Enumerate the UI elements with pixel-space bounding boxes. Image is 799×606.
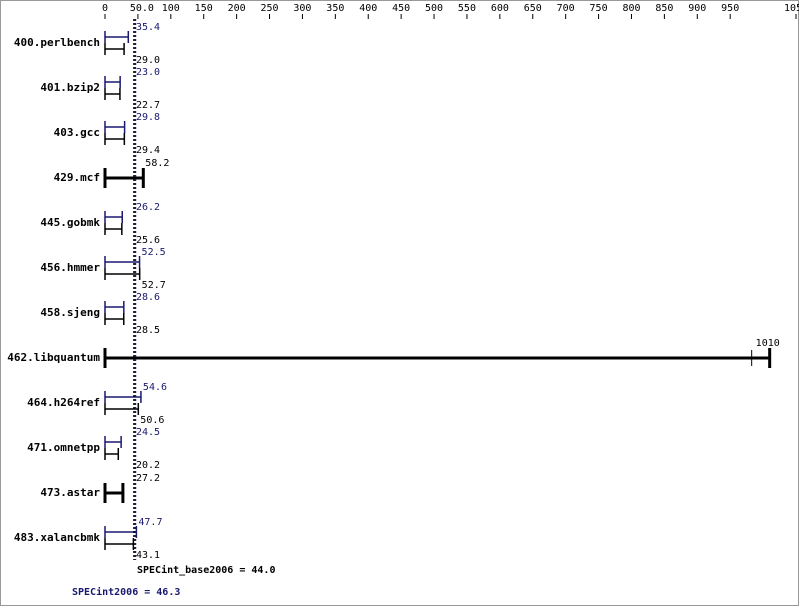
value-label: 58.2: [145, 158, 169, 169]
category-label: 400.perlbench: [14, 36, 100, 49]
category-label: 462.libquantum: [7, 351, 100, 364]
bar: [104, 268, 141, 280]
value-label: 52.5: [142, 247, 166, 258]
mean-label: SPECint2006 = 46.3: [72, 586, 180, 598]
x-tick-label: 0: [102, 3, 108, 14]
value-label: 29.4: [136, 145, 160, 156]
bar: [104, 88, 121, 100]
x-tick-label: 800: [622, 3, 640, 14]
bar: [104, 211, 123, 223]
category-label: 483.xalancbmk: [14, 531, 100, 544]
bar: [104, 448, 120, 460]
value-label: 52.7: [142, 280, 166, 291]
x-tick-label: 50.0: [130, 3, 154, 14]
value-label: 25.6: [136, 235, 160, 246]
category-label: 471.omnetpp: [27, 441, 100, 454]
category-label: 445.gobmk: [40, 216, 100, 229]
bar: [104, 76, 121, 88]
value-label: 22.7: [136, 100, 160, 111]
bar: [104, 256, 141, 268]
value-label: 24.5: [136, 427, 160, 438]
value-label: 47.7: [138, 517, 162, 528]
x-tick-label: 850: [655, 3, 673, 14]
bar: [104, 43, 125, 55]
x-tick-label: 300: [293, 3, 311, 14]
x-tick-label: 750: [590, 3, 608, 14]
value-label: 29.8: [136, 112, 160, 123]
x-tick-label: 400: [359, 3, 377, 14]
category-label: 403.gcc: [54, 126, 100, 139]
bar: [104, 301, 125, 313]
value-label: 20.2: [136, 460, 160, 471]
value-label: 28.5: [136, 325, 160, 336]
value-label: 28.6: [136, 292, 160, 303]
category-label: 456.hmmer: [40, 261, 100, 274]
category-label: 401.bzip2: [40, 81, 100, 94]
bar: [104, 223, 123, 235]
value-label: 29.0: [136, 55, 160, 66]
bar: [104, 121, 126, 133]
value-label: 27.2: [136, 473, 160, 484]
category-label: 464.h264ref: [27, 396, 100, 409]
category-label: 473.astar: [40, 486, 100, 499]
x-tick-label: 450: [392, 3, 410, 14]
bar: [103, 348, 772, 368]
bar: [104, 403, 140, 415]
category-label: 429.mcf: [54, 171, 100, 184]
value-label: 23.0: [136, 67, 160, 78]
x-tick-label: 350: [326, 3, 344, 14]
bar: [103, 168, 145, 188]
category-label: 458.sjeng: [40, 306, 100, 319]
x-tick-label: 150: [195, 3, 213, 14]
bar: [104, 313, 125, 325]
x-tick-label: 500: [425, 3, 443, 14]
value-label: 1010: [756, 338, 780, 349]
x-tick-label: 650: [524, 3, 542, 14]
value-label: 43.1: [136, 550, 160, 561]
bar: [104, 133, 126, 145]
value-label: 50.6: [140, 415, 164, 426]
bar: [104, 436, 122, 448]
x-tick-label: 950: [721, 3, 739, 14]
x-tick-label: 1050: [784, 3, 799, 14]
bar: [104, 31, 130, 43]
bar: [103, 483, 125, 503]
bar: [104, 526, 138, 538]
x-tick-label: 550: [458, 3, 476, 14]
value-label: 26.2: [136, 202, 160, 213]
x-tick-label: 100: [162, 3, 180, 14]
x-tick-label: 900: [688, 3, 706, 14]
x-tick-label: 200: [228, 3, 246, 14]
value-label: 54.6: [143, 382, 167, 393]
x-tick-label: 700: [557, 3, 575, 14]
value-label: 35.4: [136, 22, 160, 33]
mean-label: SPECint_base2006 = 44.0: [137, 564, 275, 576]
x-tick-label: 600: [491, 3, 509, 14]
x-tick-label: 250: [260, 3, 278, 14]
